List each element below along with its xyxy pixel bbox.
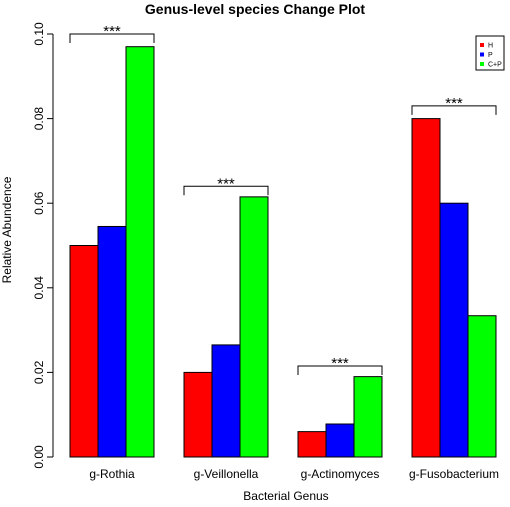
y-tick-label: 0.00 bbox=[32, 445, 46, 469]
legend-label: H bbox=[488, 43, 493, 50]
legend-label: C+P bbox=[488, 62, 502, 69]
bar bbox=[125, 46, 155, 458]
legend-swatch bbox=[480, 52, 484, 57]
bar bbox=[239, 196, 269, 458]
y-tick-label: 0.08 bbox=[32, 107, 46, 131]
significance-label: *** bbox=[103, 23, 121, 40]
bar bbox=[353, 376, 383, 458]
y-axis: 0.00 0.02 0.04 0.06 0.08 0.10 bbox=[32, 22, 54, 469]
chart-title: Genus-level species Change Plot bbox=[145, 1, 366, 17]
significance-label: *** bbox=[445, 95, 463, 112]
x-axis-label: Bacterial Genus bbox=[243, 489, 328, 503]
x-tick-label: g-Veillonella bbox=[194, 467, 259, 481]
legend: HP C+P bbox=[475, 35, 505, 71]
significance-label: *** bbox=[331, 355, 349, 372]
bar bbox=[467, 315, 497, 458]
bar bbox=[439, 202, 469, 458]
y-tick-label: 0.06 bbox=[32, 191, 46, 215]
bar bbox=[69, 245, 99, 458]
x-tick-label: g-Actinomyces bbox=[301, 467, 380, 481]
legend-swatch bbox=[480, 62, 484, 66]
x-tick-label: g-Rothia bbox=[89, 467, 135, 481]
legend-swatch bbox=[480, 43, 484, 47]
bar bbox=[183, 371, 213, 458]
significance-label: *** bbox=[217, 175, 235, 192]
significance-bracket bbox=[183, 185, 269, 196]
y-axis-label: Relative Abundence bbox=[0, 176, 14, 283]
y-tick-label: 0.02 bbox=[32, 360, 46, 384]
significance-bracket bbox=[69, 33, 155, 43]
bar bbox=[411, 118, 441, 458]
bar bbox=[97, 225, 127, 458]
y-tick-label: 0.10 bbox=[32, 22, 46, 46]
legend-label: P bbox=[488, 52, 493, 59]
bars-group bbox=[69, 46, 497, 458]
bar bbox=[297, 431, 327, 458]
significance-brackets: *** *** *** *** bbox=[69, 23, 497, 376]
x-tick-label: g-Fusobacterium bbox=[409, 467, 499, 481]
bar bbox=[211, 344, 241, 458]
significance-bracket bbox=[297, 365, 383, 376]
y-tick-label: 0.04 bbox=[32, 276, 46, 300]
significance-bracket bbox=[411, 105, 497, 115]
bar bbox=[325, 423, 355, 458]
x-tick-labels: g-Rothia g-Veillonella g-Actinomyces g-Fuso… bbox=[89, 467, 499, 481]
